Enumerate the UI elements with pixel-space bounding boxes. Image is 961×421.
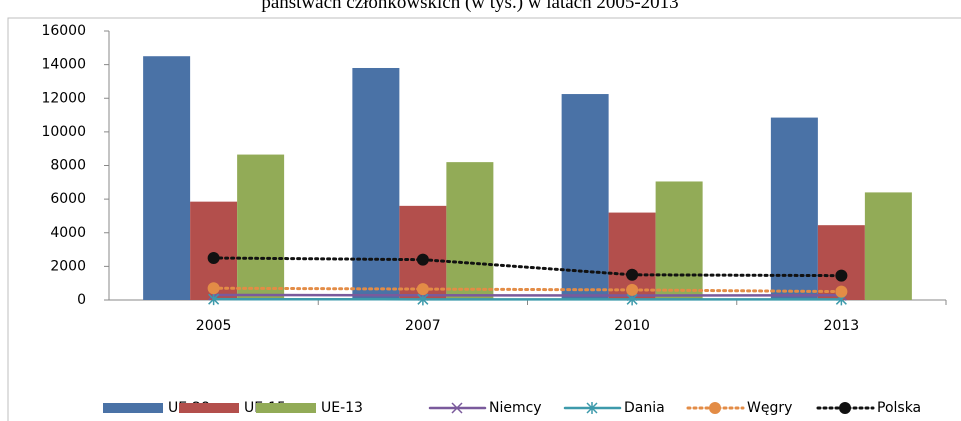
bar (143, 56, 191, 300)
y-tick-label: 2000 (50, 258, 86, 274)
marker (207, 282, 220, 295)
bar (237, 154, 285, 300)
marker (416, 253, 429, 266)
marker (839, 402, 851, 414)
line (212, 286, 843, 294)
line (212, 293, 843, 297)
marker (835, 285, 848, 298)
y-tick-label: 4000 (50, 225, 86, 241)
legend-swatch (179, 403, 239, 413)
x-tick-label: 2007 (405, 318, 441, 334)
y-tick-label: 14000 (41, 57, 86, 73)
marker (709, 402, 721, 414)
bar (864, 192, 912, 300)
marker (417, 293, 429, 306)
marker (207, 251, 220, 264)
bar (352, 67, 400, 300)
legend-swatch (103, 403, 163, 413)
marker (835, 269, 848, 282)
marker (416, 283, 429, 296)
x-tick-label: 2010 (614, 318, 650, 334)
legend-label: UE-13 (321, 400, 363, 416)
chart-title: państwach członkowskich (w tys.) w latac… (261, 0, 678, 13)
line (212, 256, 843, 278)
y-tick-label: 10000 (41, 124, 86, 140)
legend-label: Niemcy (489, 400, 542, 416)
x-tick-label: 2013 (824, 318, 860, 334)
y-tick-label: 8000 (50, 158, 86, 174)
legend-label: Węgry (747, 400, 792, 416)
marker (626, 283, 639, 296)
marker (586, 402, 598, 414)
y-tick-label: 6000 (50, 191, 86, 207)
bar (561, 94, 609, 300)
marker (208, 293, 220, 306)
y-tick-label: 0 (77, 292, 86, 308)
chart-frame (7, 17, 961, 421)
x-tick-label: 2005 (196, 318, 232, 334)
legend-label: Dania (624, 400, 665, 416)
y-tick-label: 16000 (41, 23, 86, 39)
bar (770, 117, 818, 300)
legend-swatch (256, 403, 316, 413)
bar (655, 181, 703, 300)
marker (451, 402, 463, 414)
marker (626, 268, 639, 281)
y-tick-label: 12000 (41, 90, 86, 106)
legend-label: Polska (877, 400, 921, 416)
bar (446, 162, 494, 300)
